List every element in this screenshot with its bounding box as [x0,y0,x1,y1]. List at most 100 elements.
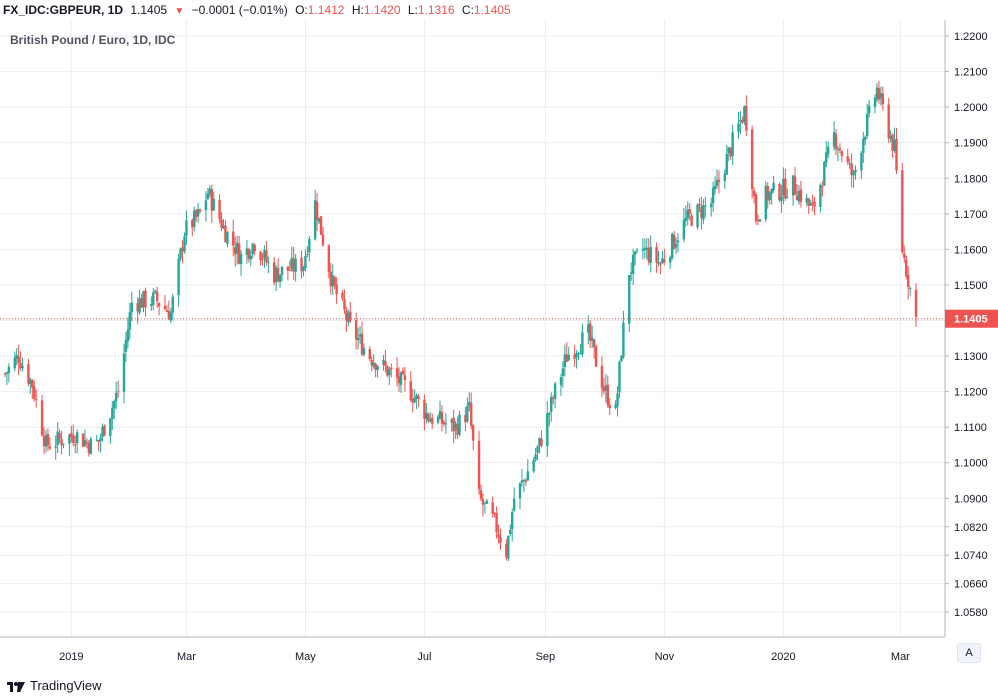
candle-body [795,195,799,201]
candle-body [908,288,912,290]
candle-body [116,391,120,393]
candle-body [470,402,473,426]
candle-body [901,170,904,252]
candle-body [456,423,459,435]
candle-body [471,425,475,441]
candle-body [809,203,812,206]
y-tick-label: 1.1800 [954,173,988,185]
candle-body [688,209,691,214]
candle-body [715,180,719,186]
y-tick-label: 1.1600 [954,244,988,256]
candle-body [866,113,869,136]
candle-body [854,169,857,173]
candle-body [827,146,830,155]
candle-body [249,255,252,260]
candle-body [399,372,403,385]
candle-body [183,236,186,252]
candle-body [512,498,516,511]
candle-body [743,106,746,122]
candle-body [729,148,732,157]
candle-body [372,362,375,367]
candle-body [68,434,71,444]
candle-body [171,296,174,313]
candle-body [546,413,549,447]
candle-body [877,88,881,100]
candle-body [19,363,22,369]
y-tick-label: 1.1100 [954,422,987,434]
candle-body [411,399,414,403]
candle-body [836,149,840,151]
candle-body [766,186,769,201]
close-label: C: [461,3,474,17]
candle-body [386,365,389,376]
candle-body [540,438,543,447]
candle-body [253,244,256,252]
candle-body [850,163,853,176]
candle-body [401,370,405,375]
low-label: L: [407,3,418,17]
candle-body [220,219,223,229]
candle-body [413,397,416,403]
candle-body [702,205,705,220]
candle-body [887,104,890,139]
candle-body [300,257,303,272]
candle-body [524,480,528,482]
candle-body [370,360,373,366]
candle-body [395,368,399,378]
candle-body [436,416,440,423]
candle-body [109,418,112,437]
candle-body [479,490,483,499]
candle-body [645,247,648,250]
candle-body [663,259,666,262]
candle-body [382,359,385,365]
candle-body [304,256,307,269]
open-label: O: [295,3,308,17]
candle-body [58,433,61,439]
candle-body [99,437,102,442]
candle-body [247,249,251,259]
candle-body [263,249,266,259]
chart-title: British Pound / Euro, 1D, IDC [10,33,176,47]
candle-body [245,248,249,255]
candle-body [72,435,75,444]
candle-body [31,379,34,388]
x-tick-label: 2019 [59,651,83,663]
candle-body [368,349,371,360]
candle-body [233,247,237,255]
candle-body [288,269,292,271]
candle-body [7,366,11,373]
candle-body [873,97,877,107]
candle-body [832,132,836,147]
candle-body [126,329,130,342]
candle-body [628,275,631,324]
candle-body [745,106,748,131]
candle-body [659,263,662,265]
candle-body [423,399,426,420]
candle-body [481,499,485,505]
candle-body [823,161,826,186]
candle-body [629,272,633,274]
candle-body [388,369,391,376]
candle-body [464,415,467,423]
candle-body [505,543,508,558]
tradingview-brand[interactable]: TradingView [6,676,102,696]
candle-body [698,204,701,206]
auto-scale-button[interactable]: A [957,643,981,663]
candle-body [725,153,728,175]
candle-body [875,87,879,100]
candle-body [522,480,526,482]
candle-body [144,290,147,308]
candle-body [620,356,623,362]
candle-body [5,372,9,375]
symbol-label[interactable]: FX_IDC:GBPEUR, 1D [3,3,124,17]
candle-body [226,232,229,244]
candle-body [177,258,180,296]
candle-body [218,200,221,220]
candle-body [273,262,276,283]
candle-body [493,512,496,514]
candle-body [737,123,740,133]
candle-body [138,298,141,313]
candle-body [565,354,569,362]
candle-body [179,248,182,259]
